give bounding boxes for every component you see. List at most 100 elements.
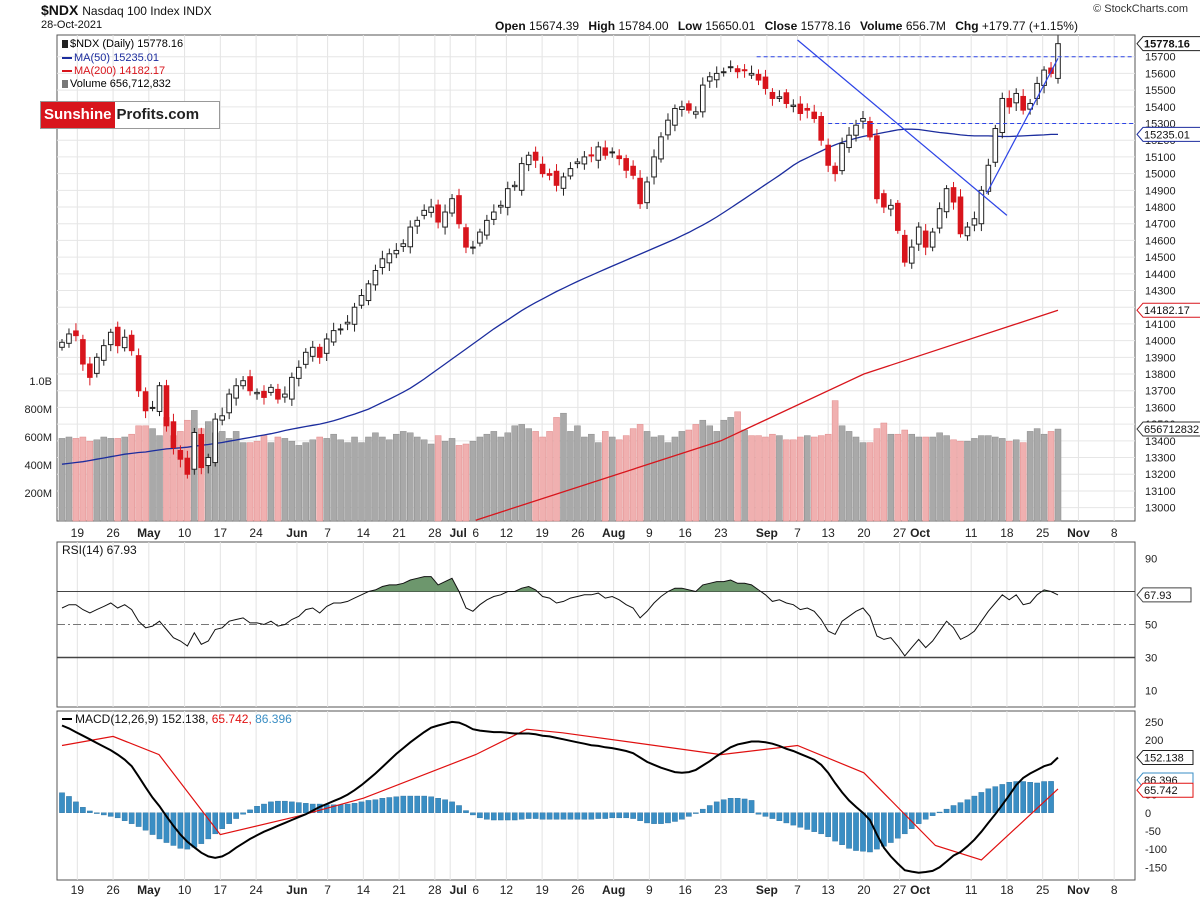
candle-body-67 bbox=[525, 154, 532, 166]
candle-body-68 bbox=[532, 151, 539, 161]
macd-hist-bar-128 bbox=[950, 805, 957, 813]
volume-bar-130 bbox=[964, 440, 971, 522]
candle-body-94 bbox=[713, 72, 720, 81]
candle-63 bbox=[497, 200, 504, 214]
candle-51 bbox=[414, 216, 421, 234]
tag-signal-box bbox=[1136, 782, 1194, 798]
macd-hist-bar-93 bbox=[706, 805, 713, 813]
candle-100 bbox=[755, 69, 762, 86]
volume-bar-135 bbox=[999, 438, 1006, 522]
rsi-overbought-fill bbox=[368, 576, 459, 592]
candle-body-123 bbox=[915, 226, 922, 245]
panel-frame-2 bbox=[56, 710, 1136, 881]
xtick-top-4: 17 bbox=[214, 526, 228, 540]
macd-hist-bar-44 bbox=[365, 800, 372, 813]
candle-body-124 bbox=[922, 230, 929, 248]
macd-hist-bar-58 bbox=[463, 810, 469, 813]
macd-hist-bar-61 bbox=[484, 812, 490, 820]
candle-body-100 bbox=[755, 73, 762, 81]
candle-body-110 bbox=[825, 144, 831, 166]
macd-hist-bar-108 bbox=[811, 812, 818, 832]
macd-hist-bar-65 bbox=[511, 812, 518, 821]
candle-131 bbox=[971, 211, 978, 232]
volume-bar-5 bbox=[93, 439, 101, 522]
volume-bar-61 bbox=[483, 433, 491, 522]
candle-body-60 bbox=[477, 231, 483, 244]
macd-line bbox=[61, 720, 1059, 874]
macd-hist-bar-95 bbox=[720, 799, 727, 813]
macd-hist-bar-135 bbox=[999, 784, 1006, 813]
volume-bar-139 bbox=[1026, 431, 1034, 522]
xtick-bottom-14: 19 bbox=[535, 883, 549, 897]
macd-hist-bar-1 bbox=[66, 796, 72, 813]
candle-body-97 bbox=[734, 68, 741, 73]
xtick-top-25: Oct bbox=[910, 526, 930, 540]
volume-bar-101 bbox=[762, 436, 769, 522]
tag-volume-text: 656712832 bbox=[1144, 424, 1199, 436]
candle-76 bbox=[588, 146, 595, 163]
macd-hist-bar-75 bbox=[581, 812, 588, 820]
candle-99 bbox=[748, 65, 755, 79]
macd-hist-bar-13 bbox=[149, 812, 156, 835]
candle-66 bbox=[518, 157, 525, 196]
candle-body-114 bbox=[853, 124, 859, 136]
candle-45 bbox=[372, 264, 379, 291]
close-label: Close bbox=[764, 19, 798, 33]
xtick-bottom-1: 26 bbox=[106, 883, 120, 897]
macd-hist-bar-84 bbox=[644, 812, 650, 824]
candle-121 bbox=[901, 229, 908, 267]
xtick-top-26: 11 bbox=[965, 526, 978, 540]
candle-body-121 bbox=[901, 234, 908, 263]
macd-hist-bar-66 bbox=[518, 812, 525, 820]
macd-hist-bar-109 bbox=[818, 812, 824, 835]
macd-hist-bar-2 bbox=[73, 801, 79, 813]
volume-bar-128 bbox=[950, 439, 957, 522]
macd-hist-bar-82 bbox=[630, 812, 636, 819]
macd-hist-bar-57 bbox=[456, 805, 462, 813]
ytick-price-13: 14300 bbox=[1145, 286, 1176, 298]
xtick-bottom-7: 7 bbox=[324, 883, 331, 897]
candle-95 bbox=[720, 67, 727, 77]
volume-bar-17 bbox=[177, 431, 184, 522]
ytick-volume-3: 400M bbox=[24, 460, 52, 472]
volume-bar-34 bbox=[295, 445, 303, 522]
candle-23 bbox=[219, 407, 225, 426]
macd-hist-bar-31 bbox=[275, 800, 281, 813]
xtick-bottom-18: 16 bbox=[678, 883, 692, 897]
candle-48 bbox=[393, 243, 400, 259]
macd-hist-bar-33 bbox=[289, 801, 295, 813]
candle-body-4 bbox=[87, 363, 93, 378]
candle-body-39 bbox=[330, 330, 337, 343]
macd-hist-bar-139 bbox=[1027, 782, 1033, 813]
candle-92 bbox=[699, 77, 706, 118]
ytick-macd-5: 0 bbox=[1145, 808, 1151, 820]
volume-bar-74 bbox=[574, 425, 581, 522]
macd-hist-bar-43 bbox=[358, 801, 365, 813]
ma200-line bbox=[475, 309, 1059, 521]
xtick-bottom-27: 18 bbox=[1000, 883, 1014, 897]
candle-body-23 bbox=[219, 415, 225, 421]
volume-bar-75 bbox=[581, 436, 588, 522]
candle-body-35 bbox=[302, 351, 309, 365]
ytick-price-1: 13100 bbox=[1145, 486, 1176, 498]
candle-91 bbox=[693, 106, 699, 119]
xtick-bottom-19: 23 bbox=[714, 883, 728, 897]
ytick-price-24: 15400 bbox=[1145, 102, 1176, 114]
candle-body-69 bbox=[539, 163, 546, 175]
stockcharts-credit[interactable]: © StockCharts.com bbox=[1093, 3, 1188, 15]
macd-hist-bar-129 bbox=[957, 802, 964, 813]
xtick-bottom-8: 14 bbox=[357, 883, 371, 897]
tag-macd-box bbox=[1136, 749, 1194, 765]
candle-body-7 bbox=[107, 331, 114, 346]
candle-body-43 bbox=[358, 295, 365, 306]
candle-15 bbox=[163, 379, 170, 432]
candle-7 bbox=[107, 328, 114, 352]
volume-bar-87 bbox=[664, 442, 672, 522]
macd-hist-bar-123 bbox=[915, 812, 922, 824]
volume-bar-62 bbox=[490, 431, 498, 522]
candle-137 bbox=[1013, 88, 1020, 111]
volume-bar-134 bbox=[992, 436, 999, 522]
macd-hist-bar-69 bbox=[539, 812, 546, 820]
volume-bar-11 bbox=[135, 425, 142, 522]
xtick-bottom-22: 13 bbox=[821, 883, 835, 897]
